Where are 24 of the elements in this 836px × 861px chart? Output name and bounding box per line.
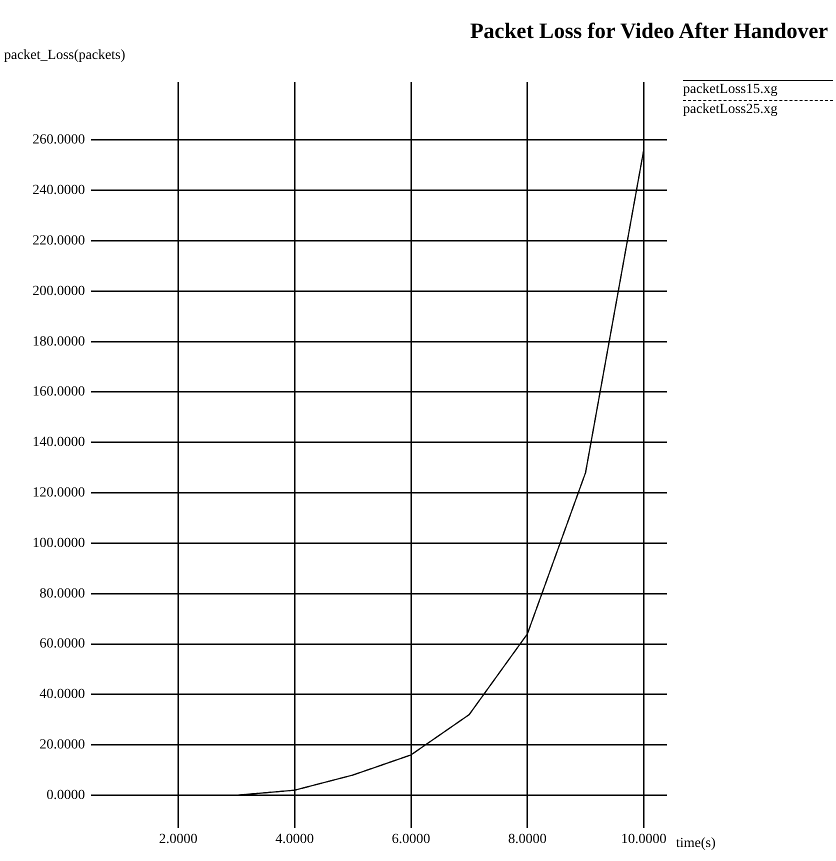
y-tick-label: 260.0000 [32, 132, 85, 148]
y-tick-label: 180.0000 [32, 334, 85, 350]
x-tick-label: 8.0000 [508, 832, 547, 848]
y-tick-label: 20.0000 [40, 738, 85, 753]
x-tick-label: 2.0000 [159, 832, 198, 848]
y-tick-label: 140.0000 [32, 435, 85, 450]
chart-title: Packet Loss for Video After Handover [470, 18, 828, 44]
y-tick-label: 120.0000 [32, 485, 85, 500]
x-tick-label: 6.0000 [392, 832, 430, 848]
x-tick-label: 10.0000 [620, 832, 666, 848]
x-axis-title: time(s) [676, 836, 716, 852]
y-tick-label: 40.0000 [40, 687, 85, 702]
x-tick-label: 4.0000 [275, 832, 314, 848]
y-axis-title: packet_Loss(packets) [4, 48, 126, 64]
y-tick-label: 60.0000 [40, 636, 85, 652]
y-tick-label: 0.0000 [46, 788, 85, 803]
text: packetLoss15.xg [683, 82, 778, 98]
y-tick-label: 160.0000 [32, 384, 85, 400]
text: packetLoss25.xg [683, 102, 778, 118]
y-tick-label: 100.0000 [32, 536, 85, 551]
y-tick-label: 240.0000 [32, 183, 85, 198]
y-tick-label: 80.0000 [40, 586, 85, 602]
y-tick-label: 220.0000 [32, 233, 85, 248]
y-tick-label: 200.0000 [32, 284, 85, 299]
